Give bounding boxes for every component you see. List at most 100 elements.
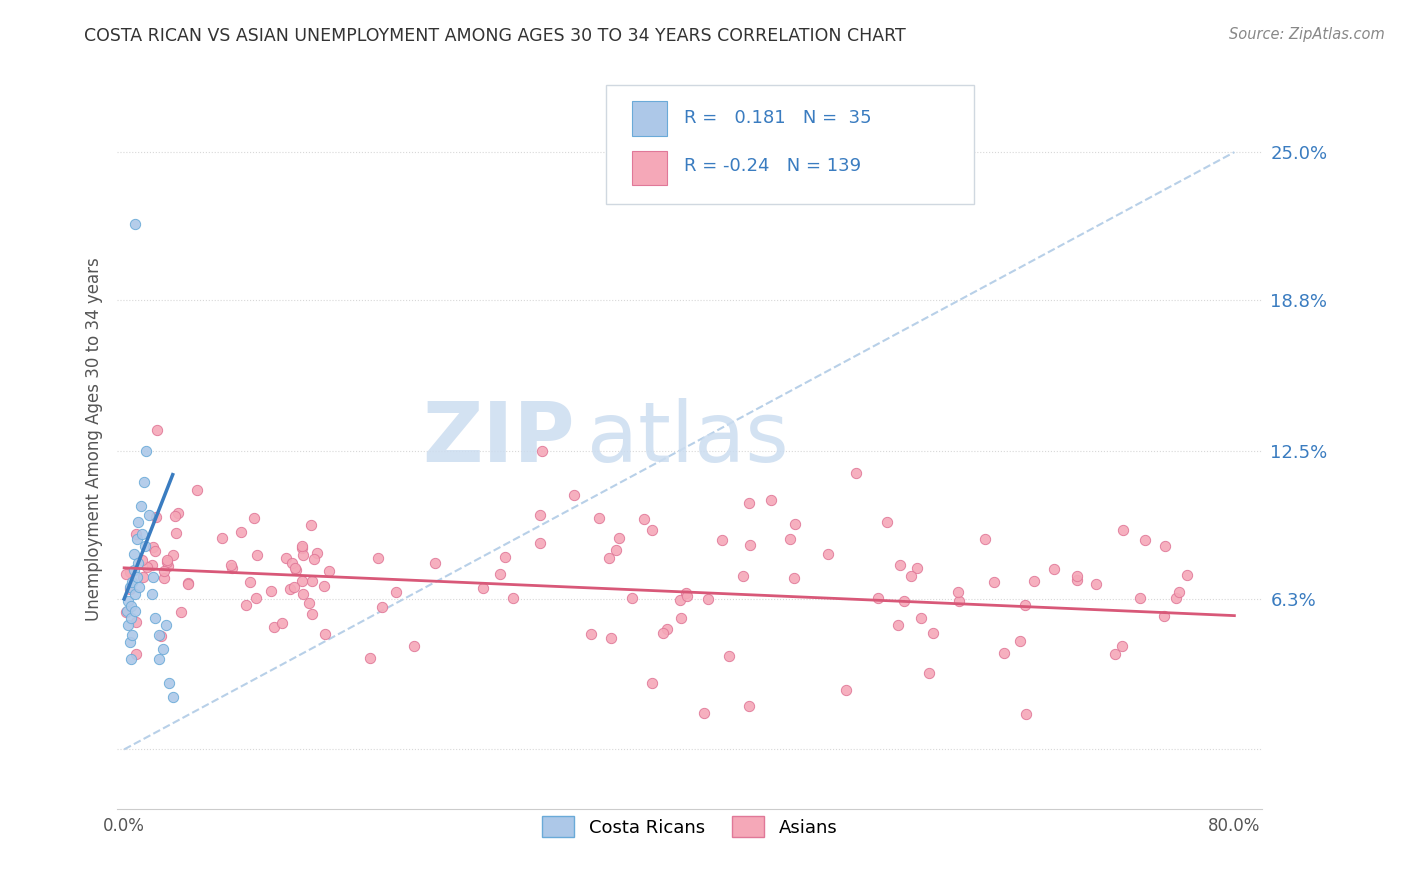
Point [835,682,858,697]
Point [740,538,762,552]
Point [122,547,145,561]
Point [118,565,141,579]
Point [115,605,138,619]
Text: ZIP: ZIP [423,399,575,479]
Point [993,646,1015,660]
Point [221,561,243,575]
Point [948,594,970,608]
Point [125,570,148,584]
Point [669,611,692,625]
Point [153,571,176,585]
Point [669,592,692,607]
Point [167,506,190,520]
Point [138,508,160,523]
Point [132,570,155,584]
Point [299,518,322,533]
Point [759,493,782,508]
Point [385,584,408,599]
Point [152,642,174,657]
Point [1164,591,1187,606]
Point [314,627,336,641]
Point [1084,577,1107,591]
Point [131,527,153,541]
Point [121,628,143,642]
Point [117,618,139,632]
Point [127,516,149,530]
Point [1167,584,1189,599]
Point [169,605,191,619]
Point [124,587,146,601]
Point [893,594,915,608]
Point [304,552,326,566]
Point [284,563,307,577]
Point [312,578,335,592]
Point [239,575,262,590]
Point [876,516,898,530]
Point [1043,561,1066,575]
Text: atlas: atlas [586,399,789,479]
Point [301,574,323,588]
Point [157,675,180,690]
Point [905,560,928,574]
Point [155,618,177,632]
Point [152,564,174,578]
Point [1066,569,1088,583]
Point [599,631,621,645]
Point [845,466,868,480]
Point [146,423,169,437]
Point [142,570,165,584]
Point [124,604,146,618]
Point [127,556,149,570]
Point [737,496,759,510]
Point [156,556,179,570]
Point [115,567,138,582]
Point [983,575,1005,590]
Point [318,564,340,578]
Point [918,665,941,680]
Point [529,536,551,550]
Point [263,620,285,634]
Point [946,585,969,599]
Point [284,561,307,575]
Point [129,499,152,513]
Point [243,511,266,525]
Text: Source: ZipAtlas.com: Source: ZipAtlas.com [1229,27,1385,42]
Point [921,626,943,640]
Point [1129,591,1152,605]
Point [367,551,389,566]
Point [675,585,697,599]
Bar [633,102,666,136]
Point [676,590,699,604]
Point [1104,648,1126,662]
Point [779,532,801,546]
Point [529,508,551,523]
Text: R =   0.181   N =  35: R = 0.181 N = 35 [683,109,872,128]
Point [973,532,995,546]
Point [132,475,155,489]
Point [125,647,148,661]
Point [128,580,150,594]
Point [124,527,146,541]
Point [607,531,630,545]
Point [652,626,675,640]
Point [131,553,153,567]
Point [148,628,170,642]
Point [657,622,679,636]
Point [118,582,141,597]
Point [371,600,394,615]
Point [1014,599,1036,613]
Point [156,553,179,567]
Point [270,615,292,630]
Point [143,611,166,625]
Point [162,548,184,562]
Point [1112,523,1135,537]
Point [402,639,425,653]
Point [633,512,655,526]
Point [620,591,643,605]
Point [718,648,741,663]
Text: R = -0.24   N = 139: R = -0.24 N = 139 [683,157,860,175]
Point [142,540,165,554]
Point [157,559,180,574]
Point [165,509,187,524]
Point [165,526,187,541]
